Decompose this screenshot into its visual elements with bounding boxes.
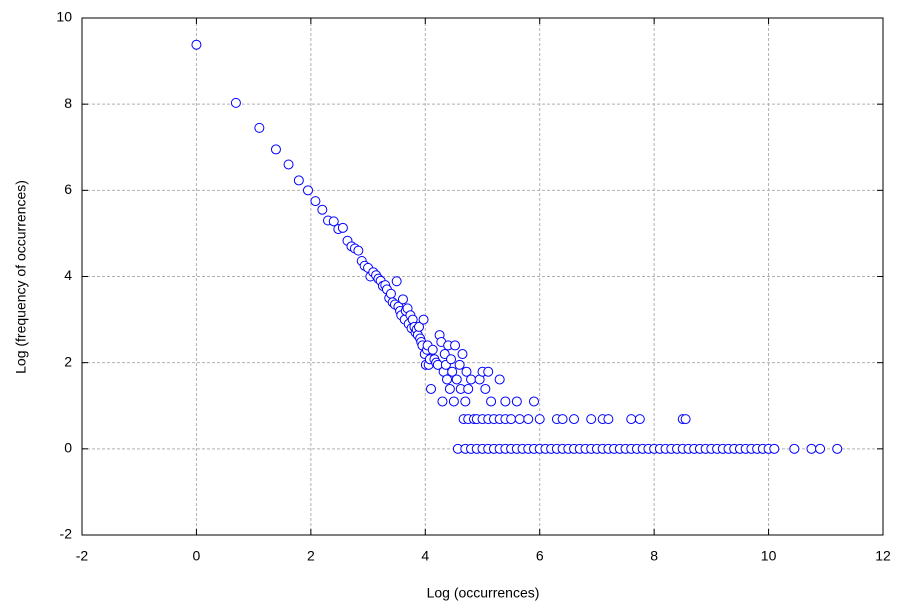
x-tick-label: 8 (650, 548, 658, 564)
point (447, 366, 458, 377)
y-tick-label: -2 (60, 526, 73, 542)
point (815, 443, 826, 454)
point (514, 414, 525, 425)
x-tick-label: 2 (307, 548, 315, 564)
x-tick-label: 10 (761, 548, 777, 564)
point (534, 414, 545, 425)
point (789, 443, 800, 454)
point (603, 414, 614, 425)
x-tick-label: -2 (76, 548, 89, 564)
point (444, 383, 455, 394)
point (397, 294, 408, 305)
point (586, 414, 597, 425)
point (486, 396, 497, 407)
point (418, 314, 429, 325)
point (450, 340, 461, 351)
point (557, 414, 568, 425)
point (506, 414, 517, 425)
point (626, 414, 637, 425)
y-tick-label: 6 (64, 181, 72, 197)
point (254, 122, 265, 133)
point (511, 396, 522, 407)
point (191, 39, 202, 50)
point (230, 97, 241, 108)
point (806, 443, 817, 454)
point (448, 396, 459, 407)
point (270, 144, 281, 155)
point (528, 396, 539, 407)
point (426, 383, 437, 394)
point (337, 222, 348, 233)
x-tick-label: 0 (193, 548, 201, 564)
point (832, 443, 843, 454)
point (427, 344, 438, 355)
point (451, 374, 462, 385)
point (437, 396, 448, 407)
point (461, 366, 472, 377)
point (391, 276, 402, 287)
y-tick-label: 4 (64, 267, 72, 283)
y-tick-label: 0 (64, 440, 72, 456)
plot-frame (81, 17, 884, 536)
point (310, 196, 321, 207)
x-tick-label: 12 (875, 548, 891, 564)
point (283, 159, 294, 170)
x-tick-label: 4 (421, 548, 429, 564)
point (317, 204, 328, 215)
point (353, 245, 364, 256)
point (500, 396, 511, 407)
y-tick-label: 8 (64, 95, 72, 111)
point (293, 175, 304, 186)
point (457, 349, 468, 360)
point (569, 414, 580, 425)
y-tick-label: 10 (56, 9, 72, 25)
point (769, 443, 780, 454)
x-axis-label: Log (occurrences) (427, 585, 540, 601)
point (680, 414, 691, 425)
point (328, 216, 339, 227)
point (466, 374, 477, 385)
point (302, 185, 313, 196)
point (442, 374, 453, 385)
point (446, 354, 457, 365)
point (385, 288, 396, 299)
point (480, 383, 491, 394)
point (460, 396, 471, 407)
point (634, 414, 645, 425)
point (413, 321, 424, 332)
y-axis-label: Log (frequency of occurrences) (13, 180, 29, 374)
x-tick-label: 6 (536, 548, 544, 564)
point (463, 383, 474, 394)
point (454, 359, 465, 370)
point (494, 374, 505, 385)
point (483, 366, 494, 377)
y-tick-label: 2 (64, 353, 72, 369)
point (523, 414, 534, 425)
